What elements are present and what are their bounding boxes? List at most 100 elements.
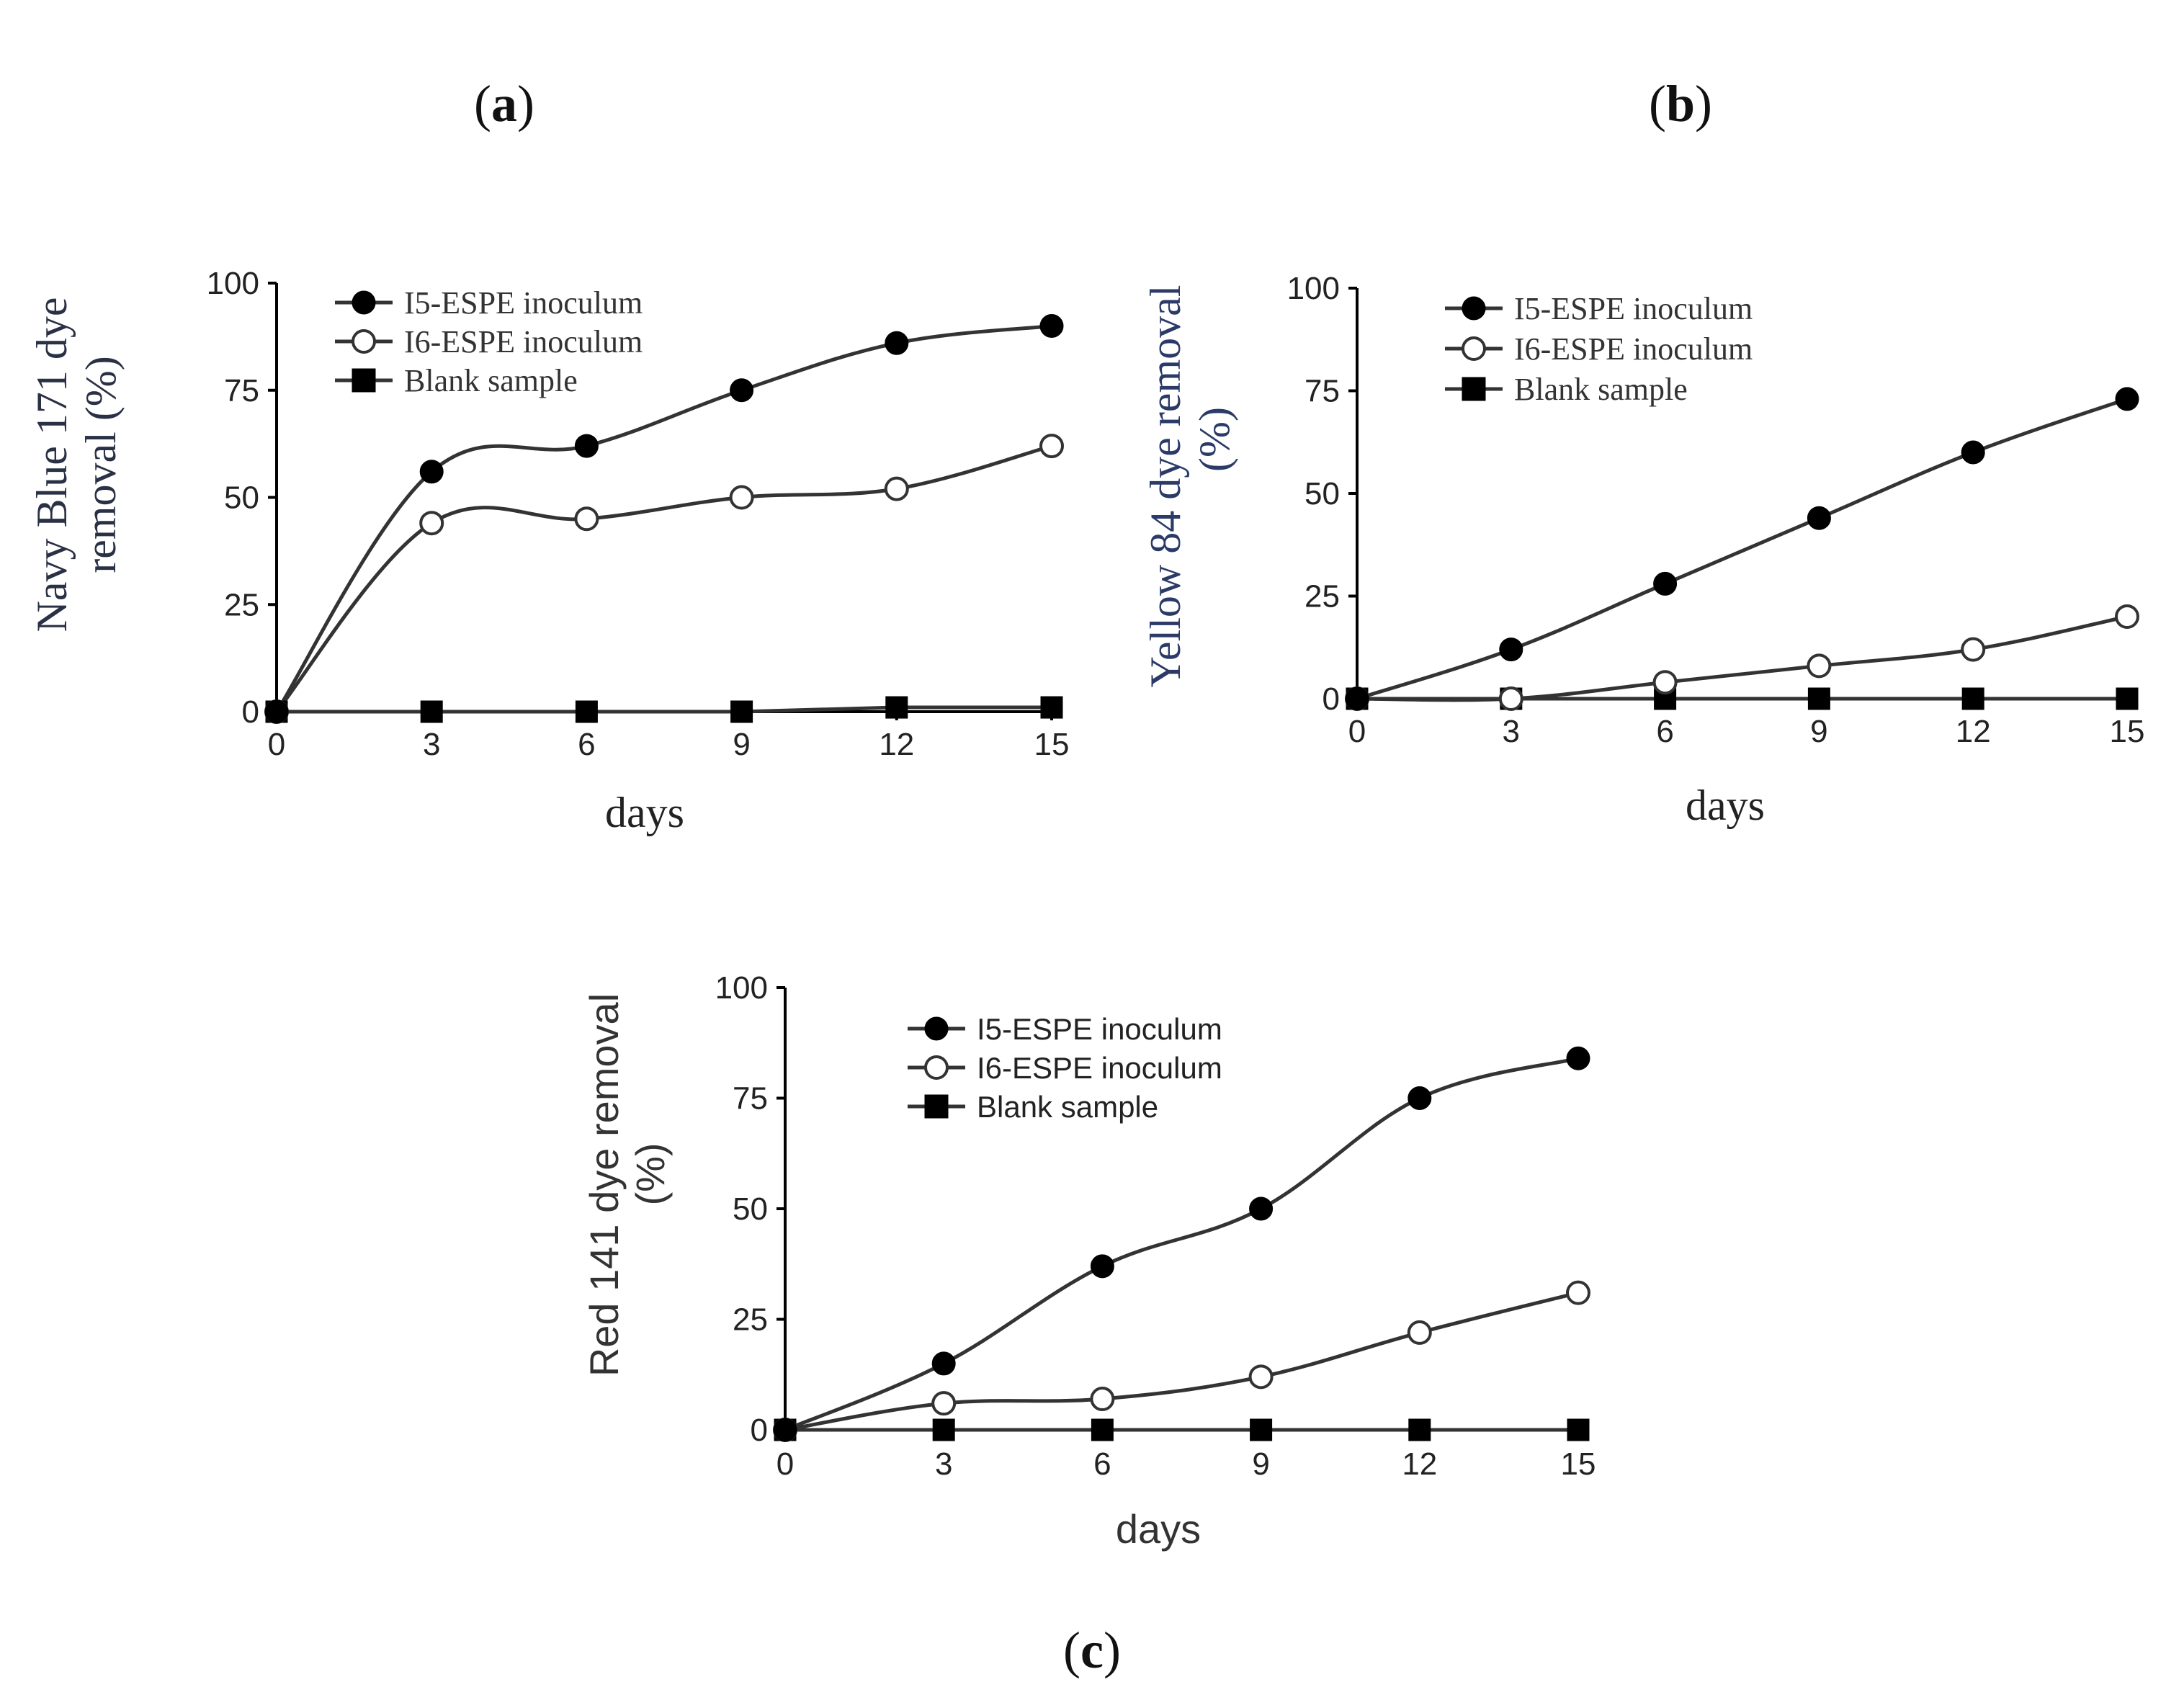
- chart-b-xtick-label: 6: [1656, 714, 1673, 749]
- chart-c-ylabel-line-1: Red 141 dye removal: [581, 993, 627, 1377]
- chart-a-series-2-point: [884, 476, 909, 501]
- chart-c-series-3-point: [1408, 1418, 1431, 1441]
- chart-a-xtick-label: 6: [578, 727, 595, 762]
- chart-c-ytick-label: 0: [751, 1413, 768, 1448]
- chart-c-series-2-point: [1566, 1280, 1590, 1305]
- chart-a-series-1-point: [730, 378, 754, 403]
- chart-c-x-axis-title: days: [1116, 1506, 1201, 1552]
- chart-a-legend-label-2: I6-ESPE inoculum: [404, 324, 643, 359]
- chart-b-xtick-label: 15: [2110, 714, 2145, 749]
- chart-b-series-1-point: [1345, 686, 1369, 711]
- chart-a-series-1-point: [419, 460, 444, 484]
- chart-b-legend-label-3: Blank sample: [1514, 372, 1688, 407]
- chart-c-xtick-label: 6: [1093, 1446, 1111, 1482]
- chart-c-xtick-label: 3: [935, 1446, 952, 1482]
- chart-b-ylabel-line-1: Yellow 84 dye removal: [1142, 285, 1189, 688]
- chart-b-ylabel-line-2: (%): [1191, 407, 1238, 472]
- chart-b-series-1-point: [2115, 387, 2139, 411]
- chart-a-navy-blue-171: Navy Blue 171 dye removal (%) days 0 25 50…: [28, 266, 1069, 836]
- chart-b-series-3-point: [1961, 687, 1984, 710]
- chart-a-xtick-label: 12: [879, 727, 914, 762]
- chart-c-series-3-point: [1091, 1418, 1114, 1441]
- chart-b-ytick-label: 75: [1304, 374, 1340, 409]
- panel-label-a: (a): [474, 75, 534, 133]
- chart-b-yellow-84: Yellow 84 dye removal (%) days 0 25 50 75 10…: [1142, 271, 2144, 829]
- chart-b-series-2-point: [1807, 653, 1832, 679]
- chart-c-series-1-point: [931, 1351, 956, 1376]
- chart-a-xtick-label: 3: [423, 727, 440, 762]
- chart-a-series-3-point: [885, 696, 908, 719]
- chart-a-legend-marker-1: [352, 290, 376, 315]
- chart-b-series-1-point: [1807, 506, 1831, 530]
- chart-b-series-line-1: [1356, 397, 2128, 701]
- chart-b-series-2-point: [2115, 604, 2139, 629]
- chart-a-legend-label-1: I5-ESPE inoculum: [404, 285, 643, 321]
- chart-b-series-1-point: [1499, 638, 1523, 662]
- panel-label-c: (c): [1063, 1621, 1121, 1679]
- chart-a-legend-marker-3: [352, 368, 376, 393]
- chart-c-series-3-point: [1250, 1418, 1273, 1441]
- chart-c-xtick-label: 12: [1402, 1446, 1437, 1482]
- chart-c-ytick-label: 75: [733, 1081, 768, 1117]
- chart-a-series-1-point: [574, 434, 599, 458]
- chart-a-ylabel-line-1: Navy Blue 171 dye: [28, 298, 76, 632]
- chart-b-xtick-label: 12: [1956, 714, 1991, 749]
- chart-a-series-2-point: [1039, 434, 1064, 459]
- chart-c-legend-label-3: Blank sample: [977, 1090, 1158, 1124]
- chart-c-ytick-label: 50: [733, 1191, 768, 1227]
- chart-c-ytick-label: 25: [733, 1302, 768, 1338]
- chart-a-ylabel-line-2: removal (%): [77, 356, 125, 573]
- chart-b-series-1-point: [1961, 440, 1985, 465]
- chart-b-series-3-point: [1807, 687, 1830, 710]
- chart-b-xtick-label: 3: [1503, 714, 1520, 749]
- chart-a-series-2-point: [729, 485, 754, 510]
- chart-c-series-2-point: [1407, 1320, 1432, 1345]
- chart-a-ytick-label: 50: [224, 480, 259, 516]
- chart-a-series-3-point: [1040, 696, 1063, 719]
- chart-a-xtick-label: 0: [268, 727, 285, 762]
- chart-b-series-2-point: [1961, 637, 1986, 662]
- chart-a-series-2-point: [574, 506, 599, 532]
- chart-c-series-1-point: [1566, 1046, 1590, 1070]
- chart-b-legend-label-2: I6-ESPE inoculum: [1514, 331, 1753, 367]
- chart-a-series-3-point: [420, 700, 443, 723]
- chart-b-legend-marker-3: [1462, 377, 1486, 401]
- chart-b-xtick-label: 0: [1348, 714, 1366, 749]
- chart-c-series-line-2: [784, 1291, 1579, 1432]
- chart-b-xtick-label: 9: [1810, 714, 1827, 749]
- chart-b-series-2-point: [1652, 670, 1678, 695]
- chart-b-legend-marker-1: [1462, 296, 1486, 321]
- chart-a-series-1-point: [264, 699, 289, 724]
- chart-a-series-line-1: [274, 324, 1052, 713]
- chart-a-ytick-label: 100: [207, 266, 259, 301]
- chart-a-ytick-label: 0: [242, 694, 259, 730]
- chart-b-x-axis-title: days: [1686, 782, 1765, 829]
- chart-b-series-3-point: [2116, 687, 2139, 710]
- chart-a-series-2-point: [419, 511, 444, 536]
- chart-c-series-1-point: [1407, 1086, 1432, 1110]
- chart-b-ytick-label: 0: [1323, 681, 1340, 717]
- chart-c-y-axis-title: Red 141 dye removal (%): [581, 993, 673, 1377]
- chart-c-legend-marker-3: [924, 1094, 949, 1119]
- chart-b-ytick-label: 25: [1304, 579, 1340, 614]
- chart-c-series-3-point: [932, 1418, 955, 1441]
- chart-a-ytick-label: 75: [224, 373, 259, 408]
- chart-c-legend-label-1: I5-ESPE inoculum: [977, 1012, 1222, 1046]
- chart-c-legend-marker-1: [924, 1016, 949, 1041]
- chart-c-series-2-point: [1248, 1364, 1274, 1390]
- chart-c-series-line-1: [784, 1056, 1579, 1432]
- chart-b-legend: I5-ESPE inoculum I6-ESPE inoculum Blank sa…: [1445, 291, 1753, 407]
- chart-a-ytick-label: 25: [224, 587, 259, 622]
- chart-c-xtick-label: 9: [1252, 1446, 1269, 1482]
- chart-a-series-line-2: [275, 444, 1052, 713]
- chart-c-series-1-point: [1249, 1196, 1274, 1221]
- chart-a-x-axis-title: days: [605, 789, 684, 836]
- chart-c-xtick-label: 0: [777, 1446, 794, 1482]
- chart-b-series-1-point: [1653, 571, 1678, 596]
- chart-c-ylabel-line-2: (%): [627, 1142, 673, 1205]
- chart-c-series-1-point: [1090, 1254, 1114, 1279]
- chart-c-legend: I5-ESPE inoculum I6-ESPE inoculum Blank sa…: [908, 1012, 1222, 1124]
- chart-a-series-line-3: [277, 705, 1052, 714]
